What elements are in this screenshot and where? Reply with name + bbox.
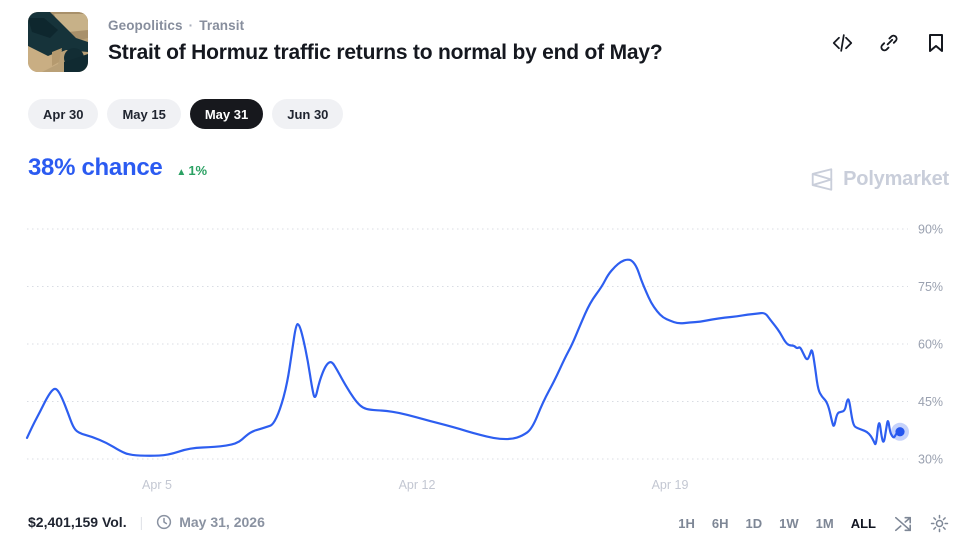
y-tick-label: 75% [918, 280, 943, 294]
up-arrow-icon: ▲ [176, 167, 187, 178]
range-button-all[interactable]: ALL [850, 516, 876, 531]
range-button-1d[interactable]: 1D [745, 516, 763, 531]
y-tick-label: 45% [918, 395, 943, 409]
bookmark-icon [929, 34, 943, 52]
bookmark-button[interactable] [925, 32, 947, 54]
market-thumbnail [28, 12, 88, 72]
range-button-1m[interactable]: 1M [815, 516, 834, 531]
compare-button[interactable] [893, 515, 913, 533]
chance-row: 38% chance ▲ 1% [28, 154, 207, 182]
y-tick-label: 90% [918, 223, 943, 237]
outcome-tabs: Apr 30 May 15 May 31 Jun 30 [28, 99, 344, 129]
shuffle-icon [894, 516, 912, 531]
change-value: 1% [188, 163, 208, 178]
link-icon [880, 34, 898, 52]
market-title: Strait of Hormuz traffic returns to norm… [108, 41, 663, 64]
outcome-tab-apr30[interactable]: Apr 30 [28, 99, 99, 129]
x-tick-label: Apr 12 [399, 478, 436, 492]
x-tick-label: Apr 5 [142, 478, 172, 492]
breadcrumb: Geopolitics · Transit [108, 18, 244, 33]
polymarket-logo-icon [811, 168, 833, 191]
embed-button[interactable] [831, 32, 853, 54]
range-button-1h[interactable]: 1H [678, 516, 695, 531]
settings-button[interactable] [930, 514, 949, 533]
chart-controls: 1H 6H 1D 1W 1M ALL [678, 514, 949, 533]
gear-icon [930, 514, 949, 533]
header-actions [831, 32, 947, 54]
y-tick-label: 30% [918, 453, 943, 467]
price-chart[interactable]: 90% 75% 60% 45% 30% Apr 5 Apr 12 Apr 19 [0, 0, 975, 500]
clock-icon [157, 514, 172, 530]
watermark-text: Polymarket [843, 168, 949, 190]
copy-link-button[interactable] [878, 32, 900, 54]
strait-satellite-image [28, 12, 88, 72]
end-date-label: May 31, 2026 [179, 514, 265, 530]
polymarket-watermark: Polymarket [809, 166, 949, 193]
footer-stats: $2,401,159 Vol. | May 31, 2026 [28, 514, 265, 530]
volume-label: $2,401,159 Vol. [28, 514, 127, 530]
range-button-1w[interactable]: 1W [779, 516, 799, 531]
range-button-6h[interactable]: 6H [711, 516, 729, 531]
breadcrumb-separator: · [188, 18, 194, 33]
chance-value: 38% chance [28, 154, 163, 181]
outcome-tab-jun30[interactable]: Jun 30 [272, 99, 344, 129]
y-tick-label: 60% [918, 338, 943, 352]
footer-divider: | [139, 514, 144, 530]
x-tick-label: Apr 19 [652, 478, 689, 492]
outcome-tab-may31[interactable]: May 31 [189, 99, 264, 129]
outcome-tab-may15[interactable]: May 15 [107, 99, 181, 129]
embed-code-icon [832, 34, 852, 52]
breadcrumb-category[interactable]: Geopolitics [108, 18, 183, 33]
price-line [25, 258, 902, 457]
breadcrumb-subcategory[interactable]: Transit [199, 18, 245, 33]
change-badge: ▲ 1% [176, 163, 207, 178]
current-price-dot [895, 427, 905, 437]
